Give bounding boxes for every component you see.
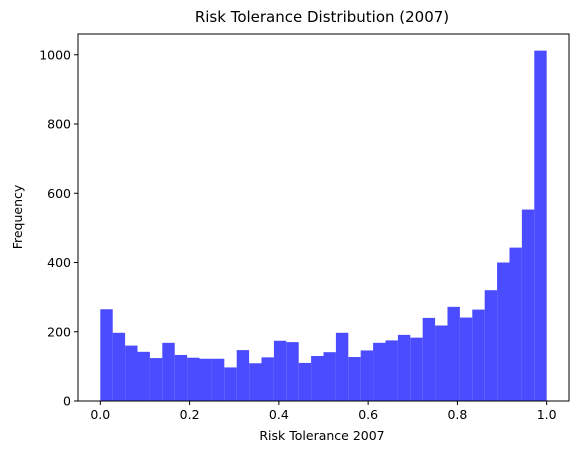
histogram-bar xyxy=(311,355,324,401)
histogram-bar xyxy=(211,358,225,401)
histogram-bar xyxy=(397,334,411,401)
histogram-bar xyxy=(162,342,175,401)
histogram-bar xyxy=(484,290,498,401)
x-axis-label: Risk Tolerance 2007 xyxy=(259,428,384,443)
histogram-bar xyxy=(459,317,473,401)
histogram-bar xyxy=(137,351,150,401)
histogram-bar xyxy=(509,247,522,401)
histogram-bar xyxy=(534,50,547,402)
histogram-bar xyxy=(224,367,237,401)
x-tick-label: 0.4 xyxy=(269,407,289,422)
histogram-bar xyxy=(125,345,138,401)
bars-group xyxy=(100,50,547,402)
x-tick-label: 0.8 xyxy=(447,407,467,422)
histogram-bar xyxy=(472,309,485,401)
histogram-bar xyxy=(385,340,398,401)
x-tick-label: 0.2 xyxy=(180,407,200,422)
histogram-bar xyxy=(323,352,336,401)
y-tick-label: 600 xyxy=(47,186,71,201)
x-tick-label: 0.6 xyxy=(358,407,378,422)
y-axis-ticks: 0 200 400 600 800 1000 xyxy=(39,47,78,409)
plot-frame xyxy=(77,33,570,402)
histogram-bar xyxy=(112,332,126,401)
histogram-bar xyxy=(286,342,299,401)
histogram-bar xyxy=(100,309,113,401)
chart-title: Risk Tolerance Distribution (2007) xyxy=(195,8,449,26)
x-axis-ticks: 0.0 0.2 0.4 0.6 0.8 1.0 xyxy=(90,401,557,422)
y-axis-label: Frequency xyxy=(10,184,25,249)
y-tick-label: 400 xyxy=(47,255,71,270)
histogram-bar xyxy=(335,332,349,401)
y-tick-label: 200 xyxy=(47,324,71,339)
histogram-bar xyxy=(249,363,262,401)
histogram-bar xyxy=(348,357,361,401)
y-tick-label: 1000 xyxy=(39,47,71,62)
histogram-bar xyxy=(261,357,274,401)
x-tick-label: 1.0 xyxy=(537,407,557,422)
histogram-bar xyxy=(236,350,250,401)
x-tick-label: 0.0 xyxy=(90,407,110,422)
y-tick-label: 800 xyxy=(47,117,71,132)
histogram-bar xyxy=(373,342,386,401)
histogram-bar xyxy=(187,357,200,401)
histogram-bar xyxy=(174,354,188,401)
histogram-bar xyxy=(199,358,212,401)
histogram-bar xyxy=(410,337,423,401)
histogram-bar xyxy=(360,350,374,401)
histogram-bar xyxy=(298,362,312,401)
histogram-bar xyxy=(422,317,436,401)
histogram-bar xyxy=(447,306,460,401)
histogram-bar xyxy=(497,262,510,401)
histogram-bar xyxy=(149,358,163,401)
histogram-bar xyxy=(273,340,287,401)
histogram-bar xyxy=(435,325,448,401)
y-tick-label: 0 xyxy=(63,394,71,409)
histogram-bar xyxy=(521,209,535,401)
